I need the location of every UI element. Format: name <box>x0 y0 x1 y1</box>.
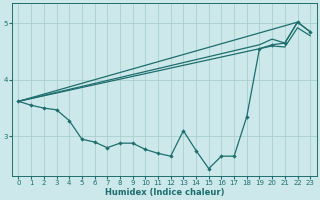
X-axis label: Humidex (Indice chaleur): Humidex (Indice chaleur) <box>105 188 224 197</box>
